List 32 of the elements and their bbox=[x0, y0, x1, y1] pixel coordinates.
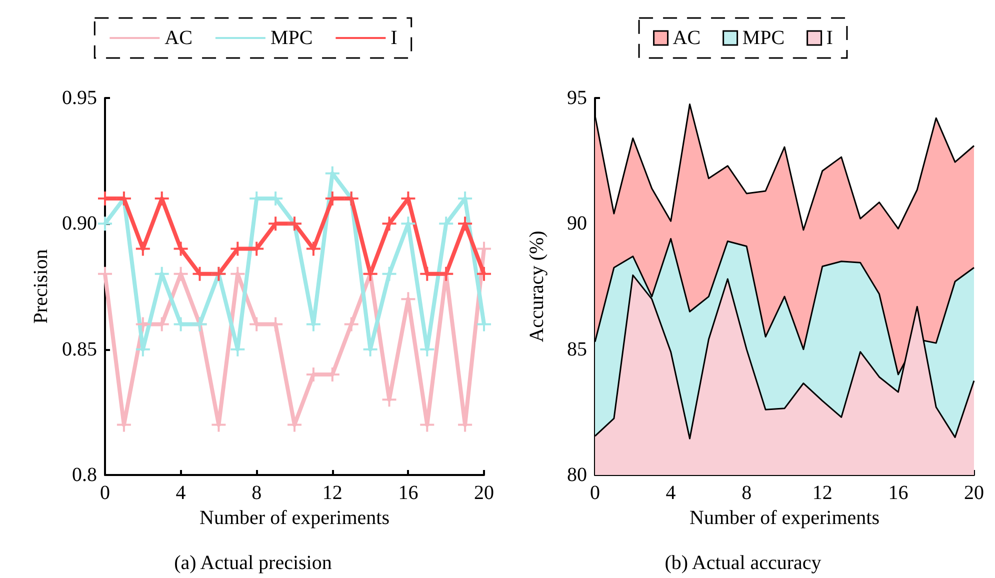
x-axis-title: Number of experiments bbox=[690, 506, 880, 529]
x-tick-label: 16 bbox=[888, 482, 908, 504]
legend-label: AC bbox=[672, 27, 701, 49]
x-tick-label: 4 bbox=[176, 482, 186, 504]
x-tick-label: 16 bbox=[398, 482, 418, 504]
x-tick-label: 0 bbox=[100, 482, 110, 504]
x-tick-label: 0 bbox=[590, 482, 600, 504]
y-tick-label: 90 bbox=[567, 212, 587, 235]
y-tick-label: 80 bbox=[567, 464, 587, 486]
y-tick-label: 85 bbox=[567, 338, 587, 360]
legend-label: I bbox=[826, 27, 833, 49]
y-axis-title: Precision bbox=[30, 249, 52, 324]
x-tick-label: 8 bbox=[252, 482, 262, 504]
x-tick-label: 20 bbox=[964, 482, 984, 504]
legend-label: I bbox=[390, 27, 398, 49]
x-tick-label: 20 bbox=[474, 482, 494, 504]
legend-label: AC bbox=[164, 27, 192, 49]
x-tick-label: 8 bbox=[742, 482, 752, 504]
x-axis-title: Number of experiments bbox=[200, 506, 390, 529]
x-tick-label: 4 bbox=[666, 482, 676, 504]
y-axis-title: Accuracy (%) bbox=[526, 230, 548, 342]
text: (a) Actual precision bbox=[174, 552, 332, 574]
x-tick-label: 12 bbox=[322, 482, 342, 504]
text: (b) Actual accuracy bbox=[664, 552, 822, 574]
y-tick-label: 95 bbox=[567, 87, 587, 109]
y-tick-label: 0.90 bbox=[62, 212, 97, 235]
legend-label: MPC bbox=[742, 27, 785, 49]
y-tick-label: 0.85 bbox=[62, 338, 97, 360]
legend-label: MPC bbox=[270, 27, 313, 49]
y-tick-label: 0.8 bbox=[72, 464, 97, 486]
x-tick-label: 12 bbox=[812, 482, 832, 504]
y-tick-label: 0.95 bbox=[62, 87, 97, 109]
